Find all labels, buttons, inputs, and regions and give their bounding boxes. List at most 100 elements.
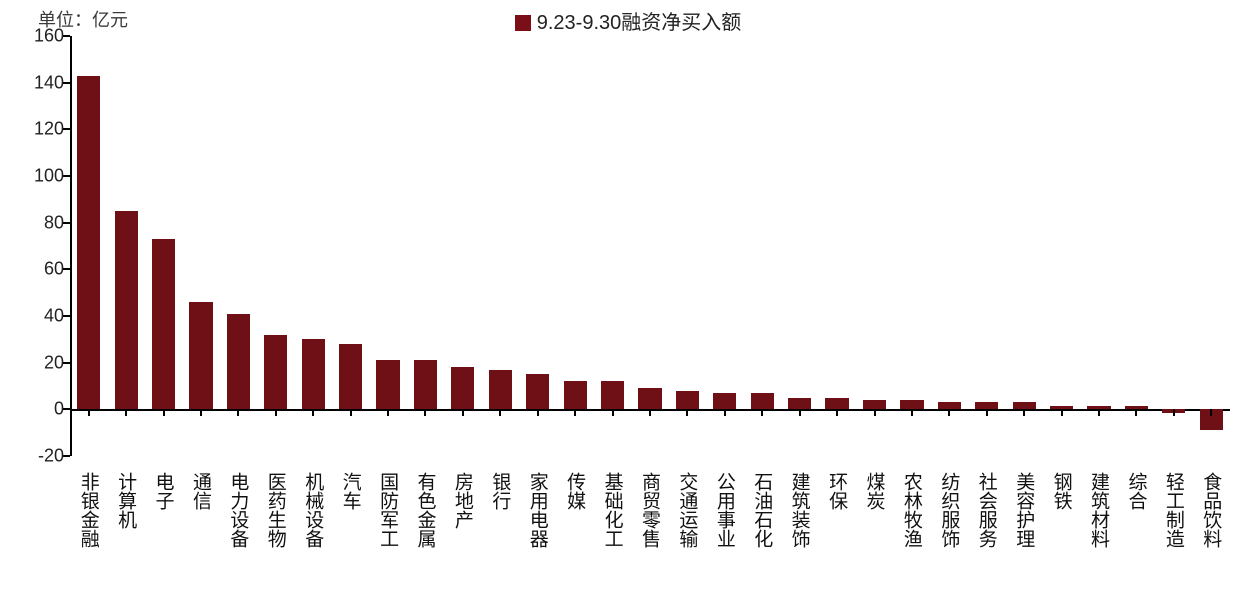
category-label: 通信 <box>191 472 210 510</box>
x-tick <box>574 409 576 416</box>
category-label: 非银金融 <box>79 472 98 548</box>
category-label: 房地产 <box>453 472 472 529</box>
category-label: 电力设备 <box>228 472 247 548</box>
bar <box>975 402 998 409</box>
x-tick <box>1173 409 1175 416</box>
bar <box>564 381 587 409</box>
bar <box>227 314 250 410</box>
bar <box>376 360 399 409</box>
x-tick <box>1210 409 1212 416</box>
category-label: 银行 <box>490 472 509 510</box>
x-tick <box>200 409 202 416</box>
x-tick <box>237 409 239 416</box>
bar <box>302 339 325 409</box>
bars-layer <box>70 36 1230 456</box>
x-tick <box>537 409 539 416</box>
x-tick <box>761 409 763 416</box>
category-label: 环保 <box>827 472 846 510</box>
category-label: 石油石化 <box>752 472 771 548</box>
category-label: 机械设备 <box>303 472 322 548</box>
legend-label: 9.23-9.30融资净买入额 <box>537 12 742 34</box>
x-tick <box>275 409 277 416</box>
y-tick-label: 40 <box>4 306 64 327</box>
category-label: 商贸零售 <box>640 472 659 548</box>
category-label: 煤炭 <box>865 472 884 510</box>
bar <box>414 360 437 409</box>
bar <box>788 398 811 410</box>
x-tick <box>424 409 426 416</box>
x-tick <box>1098 409 1100 416</box>
bar <box>938 402 961 409</box>
bar <box>863 400 886 409</box>
category-label: 社会服务 <box>977 472 996 548</box>
x-tick <box>799 409 801 416</box>
bar <box>77 76 100 410</box>
x-tick <box>387 409 389 416</box>
category-label: 农林牧渔 <box>902 472 921 548</box>
category-label: 传媒 <box>565 472 584 510</box>
category-label: 建筑装饰 <box>790 472 809 548</box>
x-tick <box>499 409 501 416</box>
category-label: 计算机 <box>116 472 135 529</box>
y-tick-label: 100 <box>4 166 64 187</box>
category-label: 纺织服饰 <box>939 472 958 548</box>
legend: 9.23-9.30融资净买入额 <box>0 6 1256 35</box>
category-label: 轻工制造 <box>1164 472 1183 548</box>
category-label: 综合 <box>1126 472 1145 510</box>
bar <box>601 381 624 409</box>
x-tick <box>724 409 726 416</box>
category-label: 家用电器 <box>528 472 547 548</box>
bar <box>676 391 699 410</box>
category-label: 电子 <box>154 472 173 510</box>
bar <box>1013 402 1036 409</box>
x-tick <box>612 409 614 416</box>
x-tick <box>125 409 127 416</box>
category-label: 汽车 <box>341 472 360 510</box>
category-label: 国防军工 <box>378 472 397 548</box>
x-tick <box>948 409 950 416</box>
bar <box>825 398 848 410</box>
bar <box>451 367 474 409</box>
category-label: 有色金属 <box>415 472 434 548</box>
bar <box>115 211 138 409</box>
bar <box>713 393 736 409</box>
bar <box>264 335 287 410</box>
plot-area: -20020406080100120140160 <box>70 36 1230 456</box>
y-tick-label: 0 <box>4 399 64 420</box>
category-label: 公用事业 <box>715 472 734 548</box>
x-tick <box>350 409 352 416</box>
x-tick <box>163 409 165 416</box>
x-labels-layer: 非银金融计算机电子通信电力设备医药生物机械设备汽车国防军工有色金属房地产银行家用… <box>70 460 1230 612</box>
y-tick-label: 120 <box>4 119 64 140</box>
x-tick <box>1023 409 1025 416</box>
bar <box>900 400 923 409</box>
category-label: 钢铁 <box>1052 472 1071 510</box>
category-label: 交通运输 <box>677 472 696 548</box>
bar <box>489 370 512 410</box>
y-tick-label: 20 <box>4 352 64 373</box>
x-tick <box>874 409 876 416</box>
x-tick <box>1061 409 1063 416</box>
x-tick <box>649 409 651 416</box>
bar <box>526 374 549 409</box>
bar <box>189 302 212 409</box>
y-tick-label: 160 <box>4 26 64 47</box>
x-tick <box>1135 409 1137 416</box>
category-label: 食品饮料 <box>1201 472 1220 548</box>
category-label: 建筑材料 <box>1089 472 1108 548</box>
bar <box>751 393 774 409</box>
x-tick <box>686 409 688 416</box>
x-tick <box>312 409 314 416</box>
x-tick <box>836 409 838 416</box>
bar <box>638 388 661 409</box>
bar <box>339 344 362 409</box>
x-tick <box>88 409 90 416</box>
y-tick-label: -20 <box>4 446 64 467</box>
x-tick <box>911 409 913 416</box>
x-tick <box>986 409 988 416</box>
chart-container: 单位：亿元 9.23-9.30融资净买入额 -20020406080100120… <box>0 0 1256 612</box>
category-label: 美容护理 <box>1014 472 1033 548</box>
category-label: 基础化工 <box>603 472 622 548</box>
y-tick-label: 140 <box>4 72 64 93</box>
y-tick-label: 80 <box>4 212 64 233</box>
